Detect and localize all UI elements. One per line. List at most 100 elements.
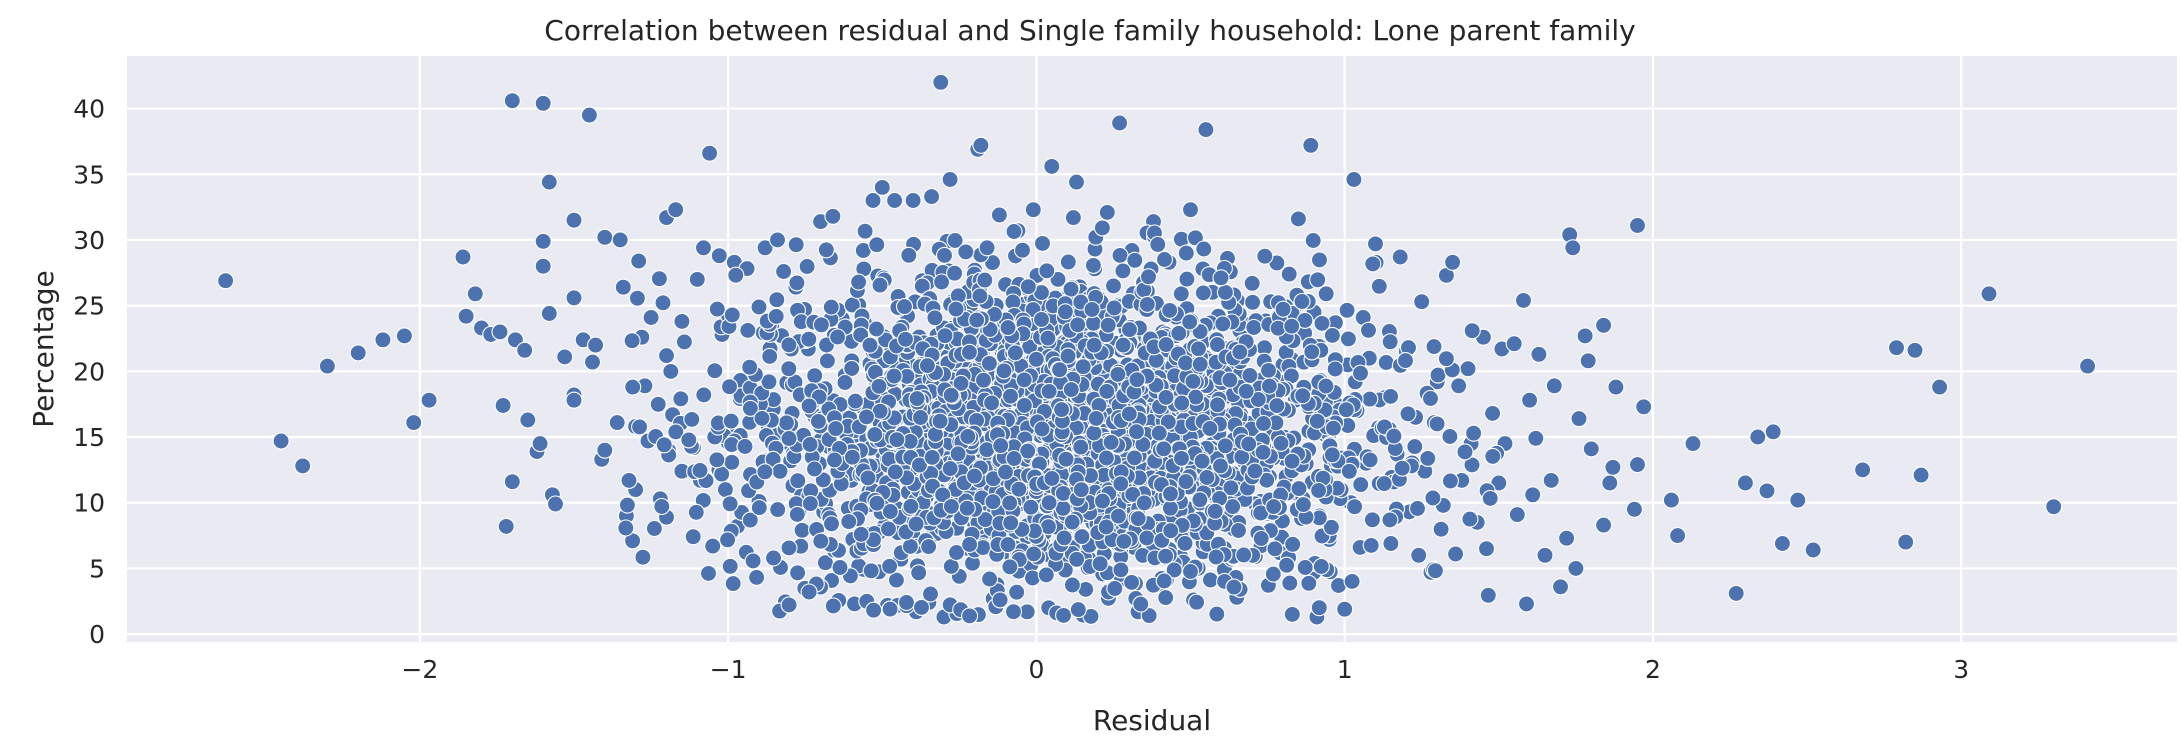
data-point	[675, 333, 693, 351]
data-point	[1410, 546, 1428, 564]
data-point	[888, 431, 906, 449]
data-point	[768, 231, 787, 249]
data-point	[1567, 559, 1585, 577]
data-point	[634, 548, 652, 566]
x-tick-label: 1	[1337, 655, 1353, 684]
data-point	[565, 391, 583, 409]
data-point	[870, 377, 888, 395]
data-point	[1912, 466, 1930, 484]
data-point	[1138, 295, 1156, 313]
data-point	[374, 331, 392, 349]
data-point	[932, 73, 950, 91]
data-point	[1159, 413, 1177, 431]
data-point	[1377, 353, 1395, 372]
data-point	[1006, 344, 1024, 362]
data-point	[1010, 480, 1028, 498]
data-point	[941, 460, 959, 478]
data-point	[1184, 372, 1202, 390]
data-point	[921, 585, 940, 603]
data-point	[1521, 391, 1539, 409]
data-point	[1310, 481, 1328, 500]
y-tick-label: 0	[89, 620, 105, 649]
data-point	[871, 276, 889, 294]
data-point	[972, 136, 990, 154]
data-point	[974, 371, 993, 389]
data-point	[1176, 534, 1194, 552]
data-point	[1283, 317, 1301, 335]
data-point	[1126, 251, 1144, 269]
data-point	[1345, 170, 1363, 189]
data-point	[680, 431, 698, 449]
data-point	[1396, 352, 1415, 370]
data-point	[1208, 336, 1226, 354]
data-point	[1105, 299, 1123, 317]
data-point	[617, 519, 635, 537]
data-point	[867, 320, 886, 338]
data-point	[1366, 235, 1385, 253]
data-point	[789, 472, 807, 490]
data-point	[764, 549, 783, 567]
data-point	[1055, 529, 1073, 547]
data-point	[1038, 262, 1056, 280]
data-point	[1425, 338, 1443, 356]
data-point	[824, 207, 842, 225]
data-point	[1002, 514, 1020, 532]
data-point	[960, 343, 978, 361]
data-point	[1161, 301, 1179, 319]
data-point	[946, 264, 964, 282]
data-point	[1370, 277, 1388, 295]
data-point	[624, 378, 642, 396]
data-point	[911, 408, 930, 427]
data-point	[1391, 248, 1409, 266]
data-point	[818, 352, 836, 370]
data-point	[1361, 451, 1379, 469]
data-point	[1628, 216, 1647, 235]
data-point	[662, 362, 680, 380]
data-point	[1481, 489, 1499, 507]
data-point	[1545, 377, 1563, 395]
data-point	[1091, 555, 1109, 573]
data-point	[873, 178, 891, 196]
data-point	[771, 462, 789, 480]
y-tick-label: 35	[73, 160, 105, 189]
data-point	[775, 262, 793, 281]
data-point	[780, 360, 798, 378]
data-point	[516, 341, 534, 359]
data-point	[1530, 345, 1548, 363]
data-point	[1161, 485, 1180, 503]
data-point	[1317, 285, 1335, 303]
data-point	[831, 558, 849, 577]
data-point	[1604, 458, 1622, 476]
data-point	[1736, 474, 1754, 492]
x-axis-label: Residual	[1093, 704, 1211, 737]
data-point	[710, 247, 728, 265]
data-point	[1351, 364, 1370, 382]
data-point	[1043, 157, 1061, 175]
data-point	[1243, 274, 1261, 292]
data-point	[556, 348, 574, 366]
data-point	[1127, 423, 1146, 441]
data-point	[777, 414, 796, 432]
data-point	[706, 362, 724, 380]
data-point	[780, 539, 798, 557]
data-point	[653, 497, 671, 516]
data-point	[1114, 336, 1132, 354]
data-point	[1375, 475, 1393, 493]
data-point	[852, 525, 870, 543]
data-point	[1062, 381, 1080, 399]
data-point	[1098, 382, 1116, 400]
data-point	[1336, 600, 1354, 618]
data-point	[684, 528, 702, 546]
data-point	[981, 570, 999, 588]
data-point	[942, 386, 960, 404]
data-point	[1001, 387, 1020, 405]
data-point	[809, 412, 827, 430]
data-point	[1019, 442, 1037, 460]
data-point	[958, 499, 976, 517]
data-point	[1727, 584, 1745, 602]
data-point	[1114, 262, 1132, 280]
data-point	[1172, 449, 1191, 467]
data-point	[1444, 253, 1462, 271]
data-point	[565, 289, 583, 307]
